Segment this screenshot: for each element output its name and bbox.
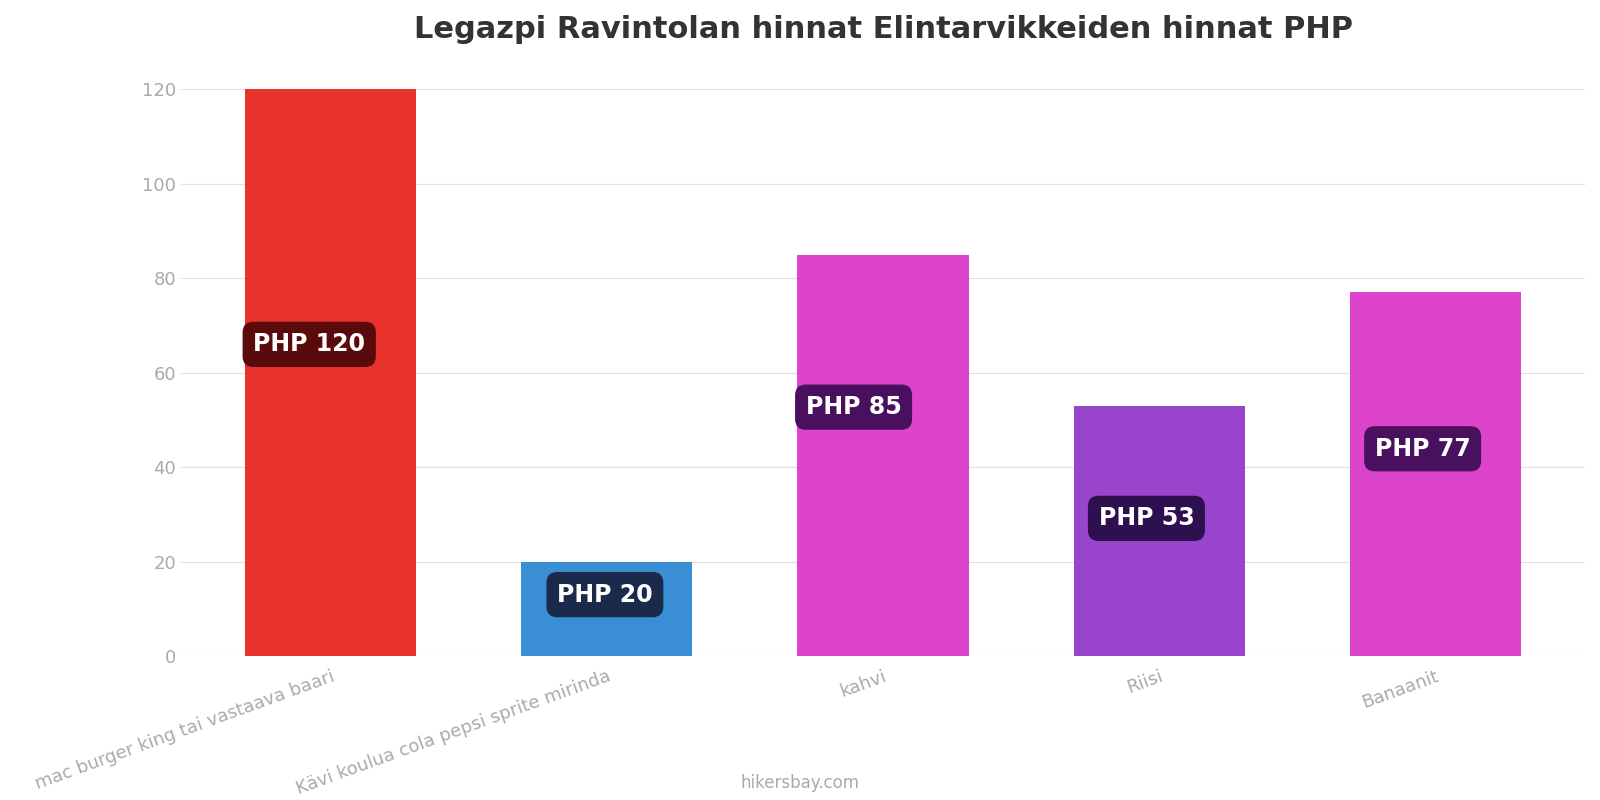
Bar [797, 254, 968, 656]
Text: PHP 53: PHP 53 [1099, 506, 1194, 530]
Text: PHP 77: PHP 77 [1374, 437, 1470, 461]
Text: PHP 20: PHP 20 [557, 582, 653, 606]
Text: hikersbay.com: hikersbay.com [741, 774, 859, 792]
Text: PHP 120: PHP 120 [253, 332, 365, 356]
Text: PHP 85: PHP 85 [806, 395, 901, 419]
Bar [1350, 293, 1522, 656]
Bar [245, 90, 416, 656]
Bar [1074, 406, 1245, 656]
Bar [522, 562, 693, 656]
Title: Legazpi Ravintolan hinnat Elintarvikkeiden hinnat PHP: Legazpi Ravintolan hinnat Elintarvikkeid… [413, 15, 1352, 44]
